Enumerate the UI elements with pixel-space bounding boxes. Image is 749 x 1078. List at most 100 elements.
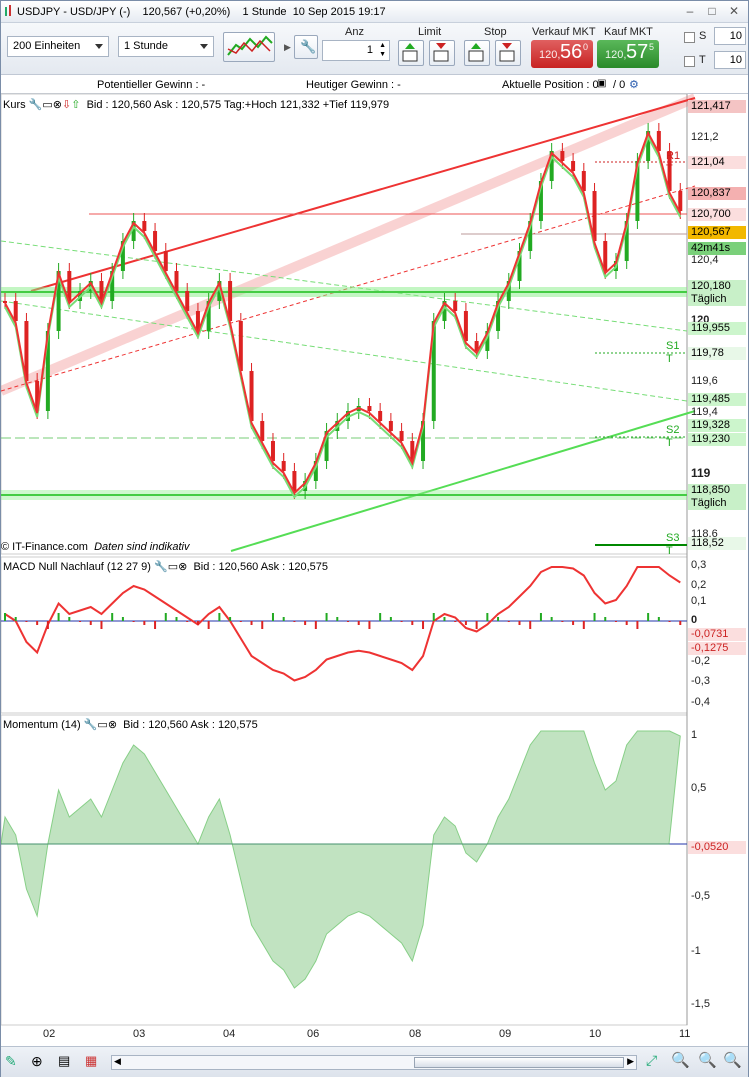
candle-body — [603, 241, 608, 271]
wrench-icon[interactable]: 🔧 — [28, 99, 43, 111]
zoom-out-icon[interactable]: 🔍 — [698, 1052, 717, 1069]
macd-histogram-bar — [679, 621, 682, 625]
indicator-icon[interactable]: ⊕ — [31, 1053, 43, 1069]
fit-icon[interactable]: ⤢ — [646, 1052, 658, 1068]
position-icon[interactable]: ▣ — [597, 78, 607, 89]
template-icon[interactable]: ▦ — [85, 1053, 98, 1068]
resistance-line — [30, 97, 696, 292]
wrench-icon: 🔧 — [300, 39, 317, 54]
candle-body — [431, 321, 436, 421]
countdown-tag: 42m41s — [688, 242, 746, 255]
scroll-left-icon[interactable]: ◀ — [114, 1056, 121, 1066]
wrench-icon[interactable]: 🔧 — [83, 719, 98, 731]
candle-body — [313, 461, 318, 481]
anz-label: Anz — [345, 26, 364, 38]
candle-body — [549, 151, 554, 181]
pivot-label: S1 T — [666, 340, 680, 365]
s-label: S — [699, 30, 707, 42]
horizontal-scrollbar[interactable]: ◀ ▶ — [111, 1055, 637, 1070]
sell-order-icon[interactable]: ⇩ — [62, 99, 72, 111]
price-tag: 118,52 — [688, 537, 746, 550]
price-tag: 121,417 — [688, 100, 746, 113]
candle-body — [324, 431, 329, 461]
indicative-note: Daten sind indikativ — [94, 541, 190, 553]
wrench-button[interactable]: 🔧 — [294, 35, 318, 59]
macd-panel-info: Bid : 120,560 Ask : 120,575 — [193, 561, 329, 573]
period-select[interactable]: 1 Stunde — [118, 36, 214, 57]
units-select[interactable]: 200 Einheiten — [7, 36, 109, 57]
window-icon[interactable]: ▭ — [42, 99, 53, 111]
moving-average-fast — [4, 134, 682, 499]
macd-histogram-bar — [314, 621, 317, 629]
sell-market-button[interactable]: 120, 56 0 — [531, 40, 593, 68]
macd-histogram-bar — [422, 621, 425, 629]
candle-body — [624, 221, 629, 261]
momentum-tick: -1,5 — [691, 998, 710, 1010]
t-input[interactable]: 10 — [714, 51, 746, 69]
limit-sell-button[interactable] — [429, 40, 455, 66]
stop-sell-button[interactable] — [495, 40, 521, 66]
minimize-icon[interactable]: – — [686, 4, 694, 18]
quantity-stepper[interactable]: 1 ▲ ▼ — [322, 40, 390, 61]
candle-body — [238, 321, 243, 371]
candle-body — [99, 281, 104, 301]
macd-histogram-bar — [304, 621, 307, 625]
draw-tool-icon[interactable]: ✎ — [5, 1053, 17, 1069]
macd-histogram-bar — [636, 621, 639, 629]
macd-histogram-bar — [25, 621, 28, 622]
s-input[interactable]: 10 — [714, 27, 746, 45]
macd-histogram-bar — [668, 621, 671, 622]
collapse-arrow-icon[interactable]: ▶ — [284, 42, 291, 52]
macd-histogram-bar — [443, 617, 446, 621]
macd-histogram-bar — [186, 621, 189, 622]
macd-histogram-bar — [614, 621, 617, 622]
candle-body — [646, 131, 651, 161]
momentum-tick: 0,5 — [691, 782, 707, 794]
chart-style-button[interactable] — [223, 32, 275, 62]
close-icon[interactable]: ✕ — [728, 4, 740, 18]
stop-buy-button[interactable] — [464, 40, 490, 66]
maximize-icon[interactable]: □ — [708, 4, 716, 18]
green-dashed-1 — [1, 240, 688, 332]
close-circle-icon[interactable]: ⊗ — [178, 561, 188, 573]
candle-body — [195, 311, 200, 331]
limit-buy-button[interactable] — [398, 40, 424, 66]
stop-label: Stop — [484, 26, 507, 38]
macd-histogram-bar — [604, 617, 607, 621]
close-circle-icon[interactable]: ⊗ — [52, 99, 63, 111]
window-title: USDJPY - USD/JPY (-) 120,567 (+0,20%) 1 … — [17, 6, 386, 18]
macd-histogram-bar — [379, 613, 382, 621]
candle-body — [496, 301, 501, 331]
candle-body — [45, 331, 50, 411]
macd-histogram-bar — [175, 617, 178, 621]
x-axis-label: 03 — [133, 1028, 146, 1040]
candle-body — [485, 331, 490, 351]
window-icon[interactable]: ▭ — [167, 561, 179, 573]
candle-body — [635, 161, 640, 221]
window-icon[interactable]: ▭ — [97, 719, 108, 731]
green-dashed-2 — [1, 300, 688, 402]
zoom-in-icon[interactable]: 🔍 — [723, 1052, 742, 1069]
x-axis-label: 06 — [307, 1028, 320, 1040]
title-bar: USDJPY - USD/JPY (-) 120,567 (+0,20%) 1 … — [1, 1, 748, 23]
close-circle-icon[interactable]: ⊗ — [107, 719, 118, 731]
s-checkbox[interactable] — [684, 32, 695, 43]
buy-order-icon[interactable]: ⇧ — [71, 99, 81, 111]
macd-histogram-bar — [89, 621, 92, 625]
t-checkbox[interactable] — [684, 56, 695, 67]
zoom-fit-icon[interactable]: 🔍 — [671, 1052, 690, 1069]
scroll-right-icon[interactable]: ▶ — [627, 1056, 634, 1066]
position-total: / 0 — [613, 79, 626, 91]
list-icon[interactable]: ▤ — [58, 1053, 71, 1068]
macd-tick: -0,3 — [691, 675, 710, 687]
price-tick: 121,2 — [691, 131, 719, 143]
wrench-icon[interactable]: 🔧 — [154, 561, 168, 573]
moving-average-slow — [4, 130, 682, 495]
scroll-thumb[interactable] — [414, 1057, 624, 1068]
buy-market-button[interactable]: 120, 57 5 — [597, 40, 659, 68]
gears-icon[interactable]: ⚙ — [629, 79, 639, 91]
macd-tick: 0,1 — [691, 595, 707, 607]
buy-price-pip: 5 — [649, 42, 655, 52]
x-axis-label: 10 — [589, 1028, 602, 1040]
